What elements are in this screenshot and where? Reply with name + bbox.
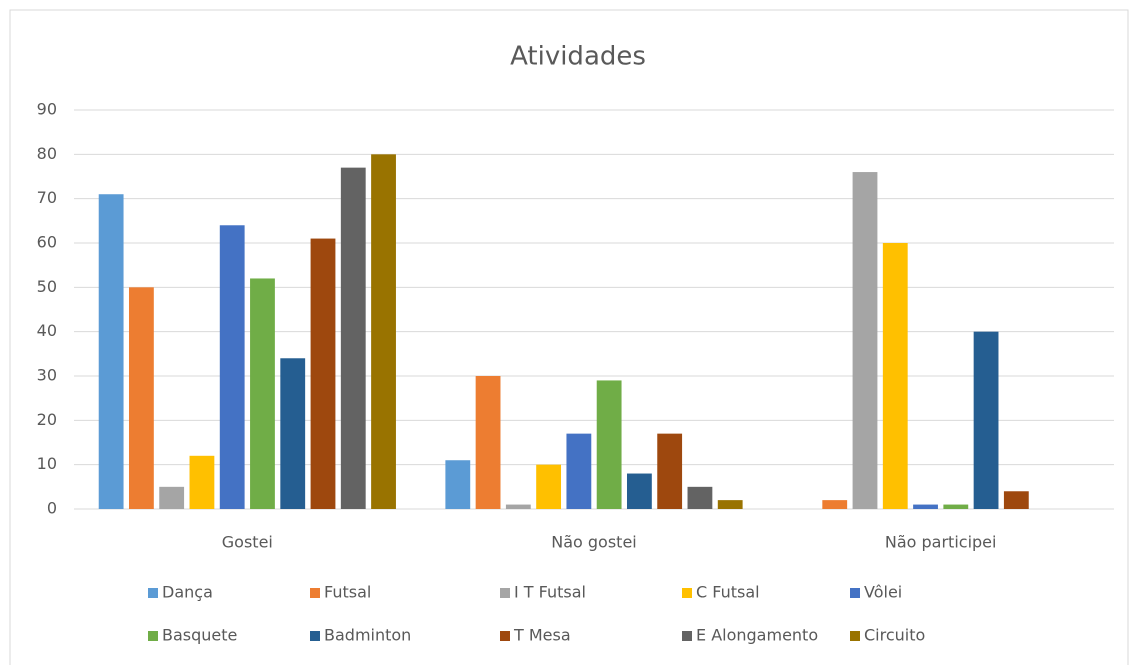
legend-swatch <box>682 588 692 598</box>
bar <box>219 225 245 509</box>
legend-swatch <box>500 588 510 598</box>
chart-border <box>9 9 1129 669</box>
bar <box>913 504 938 509</box>
bar <box>822 500 848 509</box>
bar <box>973 331 999 509</box>
y-tick-label: 80 <box>37 144 57 163</box>
legend-swatch <box>310 588 320 598</box>
bar <box>159 486 185 509</box>
y-tick-label: 20 <box>37 410 57 429</box>
legend-label: I T Futsal <box>514 583 586 602</box>
y-tick-label: 10 <box>37 454 57 473</box>
legend-label: T Mesa <box>513 626 571 645</box>
bar <box>98 194 124 509</box>
bar <box>657 433 683 509</box>
bar <box>1003 491 1029 509</box>
bar <box>852 172 878 510</box>
bar <box>280 358 306 509</box>
bar <box>445 460 471 509</box>
bar <box>250 278 275 509</box>
legend-swatch <box>850 631 860 641</box>
y-tick-label: 50 <box>37 277 57 296</box>
y-tick-label: 60 <box>37 233 57 252</box>
x-tick-label: Gostei <box>222 533 273 552</box>
legend-swatch <box>310 631 320 641</box>
legend-label: Badminton <box>324 626 411 645</box>
legend-swatch <box>682 631 692 641</box>
bar <box>596 380 622 509</box>
legend-label: C Futsal <box>696 583 760 602</box>
bar <box>536 464 562 509</box>
y-tick-label: 0 <box>47 499 57 518</box>
bar <box>128 287 154 509</box>
x-tick-label: Não participei <box>885 533 997 552</box>
legend-swatch <box>500 631 510 641</box>
bar <box>189 455 215 509</box>
legend-swatch <box>148 631 158 641</box>
bar <box>340 167 366 509</box>
legend-swatch <box>148 588 158 598</box>
chart-title: Atividades <box>510 42 646 72</box>
legend-swatch <box>850 588 860 598</box>
legend-label: Vôlei <box>864 583 902 602</box>
x-tick-label: Não gostei <box>551 533 637 552</box>
bar <box>310 238 336 510</box>
bar <box>626 473 652 509</box>
bar <box>943 504 969 509</box>
bar <box>505 504 531 509</box>
bar <box>566 433 592 509</box>
legend-label: E Alongamento <box>696 626 818 645</box>
bar <box>475 376 501 509</box>
y-tick-label: 70 <box>37 188 57 207</box>
y-tick-label: 30 <box>37 366 57 385</box>
bar <box>882 243 908 509</box>
y-tick-label: 40 <box>37 321 57 340</box>
legend-label: Futsal <box>324 583 371 602</box>
bar <box>717 500 743 509</box>
legend-label: Circuito <box>864 626 925 645</box>
legend-label: Dança <box>162 583 213 602</box>
bar <box>371 154 396 510</box>
bar <box>687 486 713 509</box>
legend-label: Basquete <box>162 626 237 645</box>
y-tick-label: 90 <box>37 100 57 119</box>
